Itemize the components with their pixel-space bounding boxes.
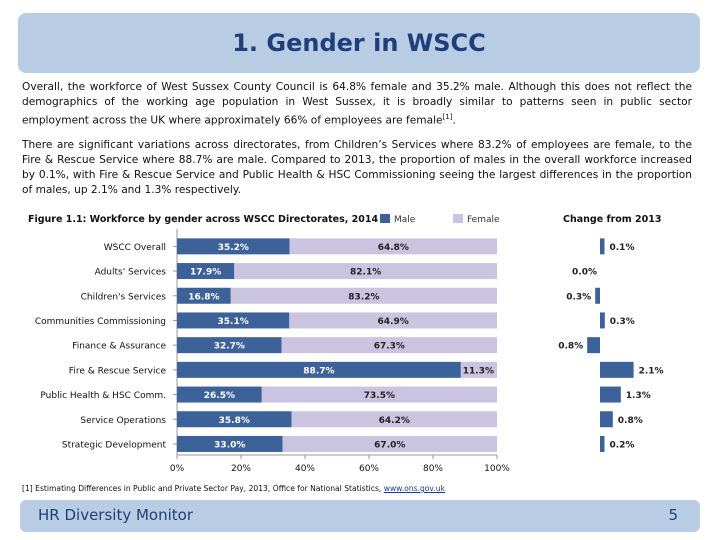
page-title: 1. Gender in WSCC bbox=[232, 29, 486, 57]
change-bar bbox=[595, 287, 600, 304]
female-bar bbox=[230, 287, 497, 304]
legend-female-swatch bbox=[453, 214, 463, 223]
male-bar bbox=[177, 287, 231, 304]
category-label: Fire & Rescue Service bbox=[69, 366, 167, 376]
change-data-label: 2.1% bbox=[639, 366, 664, 376]
category-label: Service Operations bbox=[80, 416, 166, 426]
female-data-label: 11.3% bbox=[463, 366, 494, 376]
intro-paragraph: Overall, the workforce of West Sussex Co… bbox=[22, 80, 692, 129]
change-bar bbox=[600, 238, 605, 255]
male-data-label: 88.7% bbox=[303, 366, 334, 376]
change-chart-panel bbox=[544, 229, 684, 461]
x-tick-label: 80% bbox=[423, 464, 443, 474]
title-banner: 1. Gender in WSCC bbox=[18, 13, 700, 73]
female-bar bbox=[289, 312, 497, 329]
change-bar bbox=[600, 435, 605, 452]
intro-text: Overall, the workforce of West Sussex Co… bbox=[22, 81, 692, 127]
legend-female-label: Female bbox=[467, 215, 500, 225]
change-data-label: 0.8% bbox=[618, 416, 643, 426]
male-bar bbox=[177, 361, 461, 378]
page-number: 5 bbox=[668, 506, 678, 524]
male-data-label: 16.8% bbox=[188, 292, 219, 302]
female-data-label: 83.2% bbox=[348, 292, 379, 302]
footer-bar: HR Diversity Monitor 5 bbox=[20, 500, 700, 532]
category-label: Communities Commissioning bbox=[35, 317, 166, 327]
female-bar bbox=[282, 435, 497, 452]
female-bar bbox=[291, 411, 497, 428]
male-data-label: 35.2% bbox=[218, 243, 249, 253]
female-data-label: 73.5% bbox=[364, 391, 395, 401]
male-data-label: 32.7% bbox=[214, 342, 245, 352]
male-bar bbox=[177, 411, 292, 428]
male-data-label: 26.5% bbox=[204, 391, 235, 401]
workforce-gender-chart: Figure 1.1: Workforce by gender across W… bbox=[20, 205, 684, 481]
intro-end: . bbox=[452, 114, 456, 127]
female-bar bbox=[261, 386, 497, 403]
footnote-ref[interactable]: [1] bbox=[442, 113, 453, 121]
female-data-label: 82.1% bbox=[350, 268, 381, 278]
variation-paragraph: There are significant variations across … bbox=[22, 139, 692, 196]
female-data-label: 64.9% bbox=[378, 317, 409, 327]
change-bar bbox=[600, 386, 621, 403]
x-tick-label: 60% bbox=[359, 464, 379, 474]
change-data-label: 0.3% bbox=[566, 292, 591, 302]
change-chart-title: Change from 2013 bbox=[563, 214, 661, 225]
change-bar bbox=[587, 337, 600, 354]
male-bar bbox=[177, 312, 290, 329]
male-data-label: 17.9% bbox=[190, 268, 221, 278]
male-bar bbox=[177, 238, 290, 255]
change-data-label: 1.3% bbox=[626, 391, 651, 401]
change-data-label: 0.1% bbox=[610, 243, 635, 253]
change-bar bbox=[600, 312, 605, 329]
female-data-label: 64.2% bbox=[379, 416, 410, 426]
footer-title: HR Diversity Monitor bbox=[38, 506, 193, 524]
category-label: WSCC Overall bbox=[104, 243, 166, 253]
change-data-label: 0.2% bbox=[610, 440, 635, 450]
male-data-label: 33.0% bbox=[214, 440, 245, 450]
female-bar bbox=[234, 263, 497, 280]
female-bar bbox=[281, 337, 497, 354]
category-label: Finance & Assurance bbox=[72, 342, 166, 352]
category-label: Public Health & HSC Comm. bbox=[40, 391, 166, 401]
footnote: [1] Estimating Differences in Public and… bbox=[22, 484, 445, 493]
category-label: Adults' Services bbox=[95, 268, 167, 278]
legend-male-swatch bbox=[380, 214, 390, 223]
female-data-label: 64.8% bbox=[378, 243, 409, 253]
category-label: Strategic Development bbox=[62, 440, 167, 450]
x-tick-label: 40% bbox=[295, 464, 315, 474]
x-tick-label: 20% bbox=[231, 464, 251, 474]
x-tick-label: 0% bbox=[170, 464, 185, 474]
male-bar bbox=[177, 386, 262, 403]
legend-male-label: Male bbox=[394, 215, 416, 225]
chart-title: Figure 1.1: Workforce by gender across W… bbox=[28, 214, 379, 225]
male-data-label: 35.1% bbox=[218, 317, 249, 327]
footnote-text: [1] Estimating Differences in Public and… bbox=[22, 484, 384, 493]
female-data-label: 67.0% bbox=[374, 440, 405, 450]
change-data-label: 0.8% bbox=[558, 342, 583, 352]
ons-link[interactable]: www.ons.gov.uk bbox=[383, 484, 445, 493]
change-bar bbox=[600, 411, 613, 428]
female-data-label: 67.3% bbox=[374, 342, 405, 352]
male-bar bbox=[177, 263, 235, 280]
category-label: Children's Services bbox=[81, 292, 167, 302]
male-bar bbox=[177, 337, 282, 354]
male-bar bbox=[177, 435, 283, 452]
x-tick-label: 100% bbox=[484, 464, 510, 474]
change-data-label: 0.3% bbox=[610, 317, 635, 327]
male-data-label: 35.8% bbox=[219, 416, 250, 426]
female-bar bbox=[289, 238, 497, 255]
change-data-label: 0.0% bbox=[572, 268, 597, 278]
change-bar bbox=[600, 361, 634, 378]
female-bar bbox=[460, 361, 497, 378]
